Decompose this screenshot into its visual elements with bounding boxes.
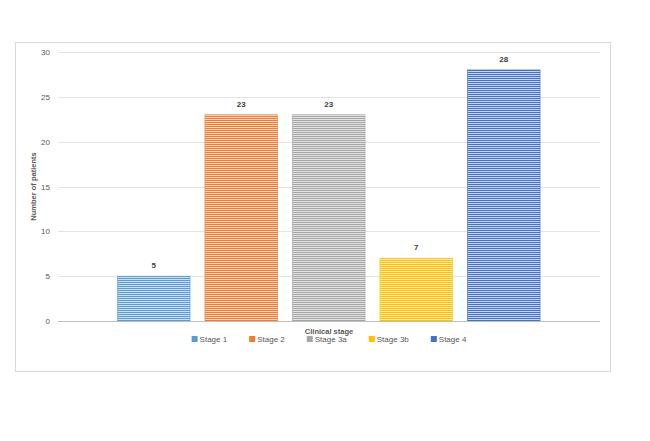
- chart-svg: 051015202530Number of patients52323728Cl…: [0, 0, 650, 441]
- bars: [117, 70, 540, 321]
- legend: Stage 1 Stage 2 Stage 3a Stage 3b Stage 4: [192, 335, 467, 344]
- legend-swatch: [249, 336, 255, 342]
- y-tick-label: 20: [41, 138, 50, 147]
- data-label: 5: [152, 261, 157, 270]
- data-label: 7: [414, 243, 419, 252]
- bar: [380, 258, 453, 321]
- y-tick-label: 0: [46, 317, 51, 326]
- y-tick-label: 10: [41, 227, 50, 236]
- legend-swatch: [369, 336, 375, 342]
- data-label: 23: [237, 100, 246, 109]
- legend-label: Stage 2: [257, 335, 285, 344]
- legend-label: Stage 3a: [315, 335, 348, 344]
- chart-container: 051015202530Number of patients52323728Cl…: [0, 0, 650, 441]
- grid-line: [58, 321, 600, 322]
- legend-label: Stage 1: [200, 335, 228, 344]
- data-label: 28: [499, 55, 508, 64]
- y-tick-label: 15: [41, 183, 50, 192]
- data-label: 23: [324, 100, 333, 109]
- bar: [292, 115, 365, 321]
- legend-swatch: [431, 336, 437, 342]
- legend-swatch: [307, 336, 313, 342]
- y-tick-label: 30: [41, 48, 50, 57]
- chart-frame: [16, 43, 611, 372]
- y-tick-label: 25: [41, 93, 50, 102]
- bar: [117, 276, 190, 321]
- legend-swatch: [192, 336, 198, 342]
- legend-label: Stage 3b: [377, 335, 410, 344]
- bar: [467, 70, 540, 321]
- grid-line: [58, 52, 600, 53]
- legend-label: Stage 4: [439, 335, 467, 344]
- bar: [205, 115, 278, 321]
- y-axis-label: Number of patients: [29, 152, 38, 220]
- y-tick-label: 5: [46, 272, 51, 281]
